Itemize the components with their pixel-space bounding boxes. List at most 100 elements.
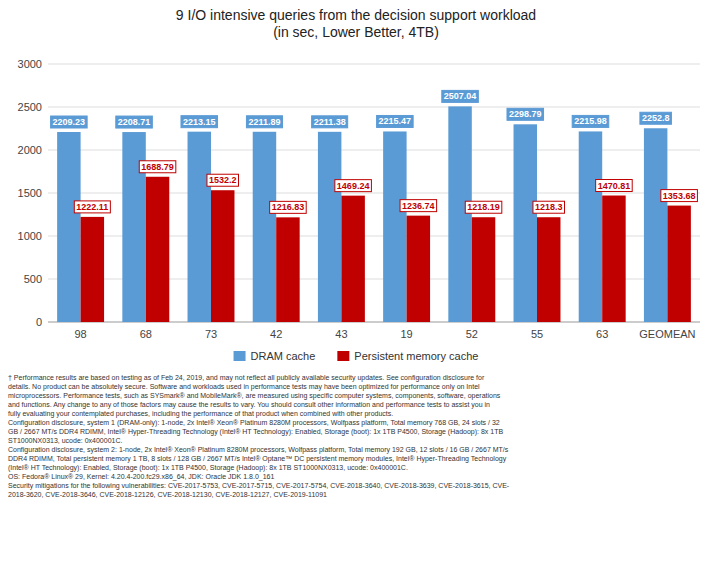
bar xyxy=(57,132,80,322)
data-label-box xyxy=(640,112,672,124)
footnote: † Performance results are based on testi… xyxy=(8,374,510,498)
data-label: 1532.2 xyxy=(209,175,237,185)
y-tick-label: 500 xyxy=(24,273,42,285)
y-tick-label: 0 xyxy=(36,316,42,328)
footnote-line: fully evaluating your contemplated purch… xyxy=(8,410,393,418)
grid xyxy=(48,64,700,322)
data-label-box xyxy=(312,116,348,128)
data-label: 2298.79 xyxy=(509,109,542,119)
data-label: 2209.23 xyxy=(53,117,86,127)
data-label-box xyxy=(139,161,176,173)
data-label-box xyxy=(335,180,372,192)
data-label-box xyxy=(377,115,414,127)
bars xyxy=(57,106,691,322)
x-tick-label: 19 xyxy=(400,328,412,340)
bar xyxy=(537,217,560,322)
data-label: 1469.24 xyxy=(337,181,370,191)
bar xyxy=(579,131,602,322)
data-label: 2208.71 xyxy=(118,117,151,127)
footnote-line: 2018-3620, CVE-2018-3646, CVE-2018-12126… xyxy=(8,491,327,498)
footnote-line: (Intel® HT Technology): Enabled, Storage… xyxy=(8,464,408,472)
data-label-box xyxy=(116,116,153,128)
bar xyxy=(472,217,495,322)
data-label: 1688.79 xyxy=(141,162,174,172)
footnote-line: microprocessors. Performance tests, such… xyxy=(8,392,501,400)
data-label: 2507.04 xyxy=(444,91,477,101)
data-label: 2215.47 xyxy=(379,116,412,126)
legend-label: DRAM cache xyxy=(251,350,316,362)
y-tick-label: 3000 xyxy=(18,58,42,70)
bar xyxy=(667,206,690,322)
footnote-line: ST1000NX0313, ucode: 0x400001C. xyxy=(8,437,122,444)
y-tick-label: 1000 xyxy=(18,230,42,242)
data-label-box xyxy=(465,201,502,213)
data-label: 2211.38 xyxy=(314,117,346,127)
x-tick-label: GEOMEAN xyxy=(639,328,695,340)
data-label-box xyxy=(572,115,609,127)
footnote-line: Configuration disclosure, system 1 (DRAM… xyxy=(8,419,500,427)
data-label-box xyxy=(507,108,544,120)
data-label-box xyxy=(51,116,88,128)
bar xyxy=(253,132,276,322)
y-tick-label: 2500 xyxy=(18,101,42,113)
footnote-line: details. No product can be absolutely se… xyxy=(8,383,480,391)
x-tick-label: 73 xyxy=(205,328,217,340)
grid-line xyxy=(48,64,700,65)
x-tick-label: 42 xyxy=(270,328,282,340)
bar xyxy=(407,216,430,322)
data-label-box xyxy=(181,116,218,128)
legend-swatch xyxy=(337,351,349,361)
bar xyxy=(318,132,341,322)
x-tick-label: 43 xyxy=(335,328,347,340)
legend-label: Persistent memory cache xyxy=(354,350,478,362)
data-label-box xyxy=(246,116,282,128)
bar xyxy=(146,177,169,322)
footnote-line: DDR4 RDIMM, Total persistent memory 1 TB… xyxy=(8,455,507,463)
bar xyxy=(448,106,471,322)
bar xyxy=(341,196,364,322)
footnote-line: Configuration disclosure, system 2: 1-no… xyxy=(8,446,509,454)
x-tick-label: 63 xyxy=(596,328,608,340)
bar xyxy=(602,196,625,322)
data-label: 1218.3 xyxy=(535,202,563,212)
x-tick-label: 55 xyxy=(531,328,543,340)
data-label-box xyxy=(596,180,633,192)
bar xyxy=(514,124,537,322)
y-tick-label: 1500 xyxy=(18,187,42,199)
footnote-line: OS: Fedora® Linux® 29, Kernel: 4.20.4-20… xyxy=(8,473,274,481)
data-label: 1470.81 xyxy=(598,181,631,191)
data-label: 1353.68 xyxy=(663,191,696,201)
bar xyxy=(644,128,667,322)
x-tick-label: 52 xyxy=(466,328,478,340)
y-tick-label: 2000 xyxy=(18,144,42,156)
data-label-box xyxy=(661,190,698,202)
data-label: 2211.89 xyxy=(248,117,280,127)
data-label: 2215.98 xyxy=(574,116,607,126)
footnote-line: GB / 2667 MT/s DDR4 RDIMM, Intel® Hyper-… xyxy=(8,428,503,436)
data-label: 2213.15 xyxy=(183,117,216,127)
footnote-line: and functions. Any change to any of thos… xyxy=(8,401,490,409)
legend: DRAM cache Persistent memory cache xyxy=(234,350,479,362)
legend-swatch xyxy=(234,351,246,361)
data-label: 1236.74 xyxy=(402,201,435,211)
grid-line xyxy=(48,107,700,108)
data-label: 1216.83 xyxy=(272,202,305,212)
data-label: 2252.8 xyxy=(642,113,670,123)
title-line: 9 I/O intensive queries from the decisio… xyxy=(176,7,536,23)
bar xyxy=(211,190,234,322)
title-line: (in sec, Lower Better, 4TB) xyxy=(273,24,439,40)
data-label-box xyxy=(74,201,110,213)
bar xyxy=(81,217,104,322)
title: 9 I/O intensive queries from the decisio… xyxy=(176,7,536,40)
bar xyxy=(188,132,211,322)
data-label-box xyxy=(533,201,565,213)
data-label-box xyxy=(400,200,437,212)
footnote-line: † Performance results are based on testi… xyxy=(8,374,485,382)
data-labels: 2209.23 2208.71 2213.15 2211.89 2211.38 2215.… xyxy=(51,90,698,213)
bar xyxy=(276,217,299,322)
data-label: 1218.19 xyxy=(467,202,500,212)
data-label-box xyxy=(442,90,479,102)
x-tick-label: 68 xyxy=(140,328,152,340)
data-label-box xyxy=(207,174,239,186)
chart: 9 I/O intensive queries from the decisio… xyxy=(0,0,712,578)
